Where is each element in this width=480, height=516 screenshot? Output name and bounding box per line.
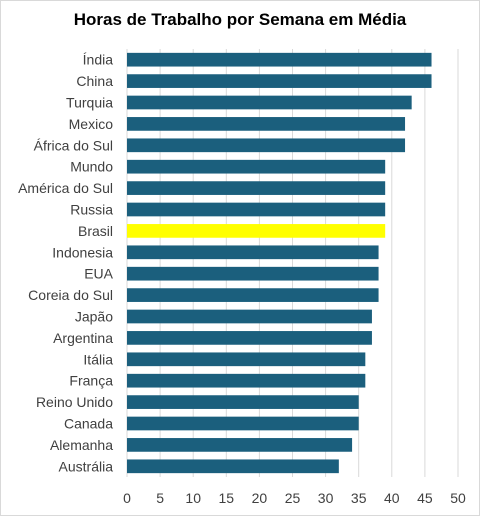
bar-4: [127, 138, 406, 153]
category-label-17: Canada: [64, 416, 113, 432]
category-label-5: Mundo: [70, 159, 113, 175]
bar-7: [127, 202, 386, 217]
category-labels: Índia China Turquia Mexico África do Sul Mund…: [18, 52, 114, 475]
bar-17: [127, 416, 359, 431]
bar-5: [127, 159, 386, 174]
x-tick-label-2: 10: [185, 490, 201, 506]
bar-19: [127, 459, 339, 474]
x-tick-label-4: 20: [252, 490, 268, 506]
x-tick-label-7: 35: [351, 490, 367, 506]
x-tick-label-8: 40: [384, 490, 400, 506]
category-label-10: EUA: [84, 266, 113, 282]
bar-3: [127, 117, 406, 131]
category-label-2: Turquia: [66, 95, 113, 111]
category-label-1: China: [76, 73, 113, 89]
bar-18: [127, 438, 353, 452]
bar-12: [127, 309, 372, 324]
category-label-18: Alemanha: [50, 437, 113, 453]
category-label-3: Mexico: [69, 116, 114, 132]
bar-0: [127, 52, 432, 67]
x-tick-label-5: 25: [285, 490, 301, 506]
category-label-13: Argentina: [53, 330, 113, 346]
category-label-16: Reino Unido: [36, 394, 113, 410]
bar-9: [127, 245, 379, 260]
category-label-11: Coreia do Sul: [28, 287, 113, 303]
bars: [127, 52, 432, 474]
category-label-9: Indonesia: [52, 244, 113, 260]
bar-14: [127, 352, 366, 367]
category-label-15: França: [69, 373, 113, 389]
x-tick-label-0: 0: [123, 490, 131, 506]
x-tick-label-3: 15: [219, 490, 235, 506]
x-tick-label-6: 30: [318, 490, 334, 506]
bar-10: [127, 266, 379, 281]
category-label-19: Austrália: [59, 458, 114, 474]
bar-13: [127, 331, 372, 345]
bar-16: [127, 395, 359, 409]
category-label-7: Russia: [70, 202, 113, 218]
bar-2: [127, 95, 412, 110]
category-label-8: Brasil: [78, 223, 113, 239]
gridlines: [126, 49, 459, 477]
bar-15: [127, 373, 366, 388]
x-tick-label-10: 50: [450, 490, 466, 506]
chart-title: Horas de Trabalho por Semana em Média: [73, 10, 407, 29]
x-tick-label-1: 5: [156, 490, 164, 506]
category-label-4: África do Sul: [34, 137, 113, 153]
x-axis-tick-labels: 0 5 10 15 20 25 30 35 40 45 50: [123, 490, 466, 506]
category-label-12: Japão: [75, 309, 113, 325]
x-tick-label-9: 45: [417, 490, 433, 506]
bar-6: [127, 181, 386, 195]
bar-8: [127, 224, 386, 238]
category-label-0: Índia: [83, 52, 114, 68]
category-label-6: América do Sul: [18, 180, 113, 196]
bar-11: [127, 288, 379, 302]
bar-1: [127, 74, 432, 88]
category-label-14: Itália: [83, 351, 113, 367]
